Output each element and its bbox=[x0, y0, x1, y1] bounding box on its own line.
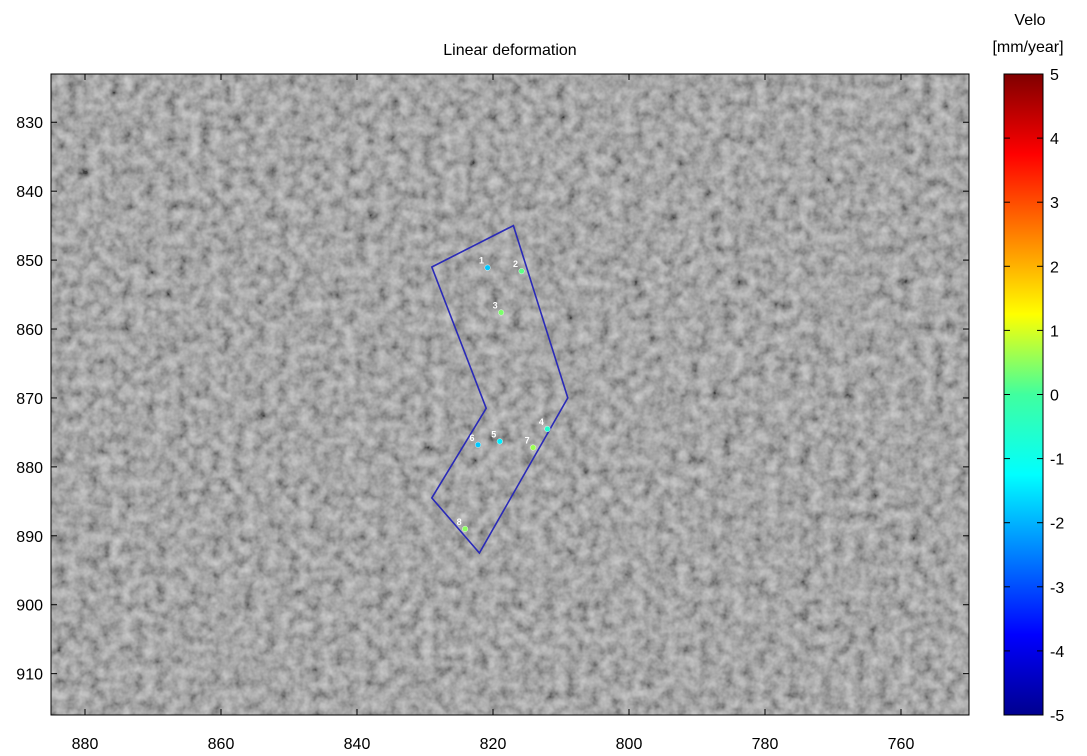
colorbar-tick-label: 4 bbox=[1050, 131, 1059, 148]
x-tick-label: 840 bbox=[344, 736, 371, 753]
x-tick-label: 820 bbox=[480, 736, 507, 753]
colorbar-title-line1: Velo bbox=[1014, 12, 1045, 29]
chart-title: Linear deformation bbox=[443, 42, 576, 59]
y-axis: 830 840 850 860 870 880 890 900 910 bbox=[16, 115, 969, 684]
point-4 bbox=[544, 425, 551, 432]
y-tick-label: 910 bbox=[16, 667, 43, 684]
colorbar-tick-label: -4 bbox=[1050, 644, 1064, 661]
colorbar-tick-label: -5 bbox=[1050, 708, 1064, 725]
x-axis: 880 860 840 820 800 780 760 bbox=[72, 74, 915, 753]
x-tick-label: 760 bbox=[888, 736, 915, 753]
amplitude-image-speckle bbox=[51, 74, 969, 715]
y-tick-label: 850 bbox=[16, 253, 43, 270]
x-tick-label: 780 bbox=[752, 736, 779, 753]
point-label: 4 bbox=[539, 417, 544, 427]
colorbar-title-line2: [mm/year] bbox=[992, 39, 1063, 56]
colorbar bbox=[1003, 73, 1044, 716]
x-tick-label: 880 bbox=[72, 736, 99, 753]
colorbar-tick-label: -1 bbox=[1050, 452, 1064, 469]
point-label: 1 bbox=[479, 256, 484, 266]
y-tick-label: 880 bbox=[16, 460, 43, 477]
x-tick-label: 860 bbox=[208, 736, 235, 753]
colorbar-tick-label: -2 bbox=[1050, 516, 1064, 533]
y-tick-label: 890 bbox=[16, 529, 43, 546]
point-label: 8 bbox=[457, 517, 462, 527]
point-2 bbox=[518, 268, 525, 275]
point-label: 2 bbox=[513, 259, 518, 269]
plot-frame bbox=[50, 73, 970, 716]
y-tick-label: 900 bbox=[16, 598, 43, 615]
colorbar-tick-label: 3 bbox=[1050, 195, 1059, 212]
x-tick-label: 800 bbox=[616, 736, 643, 753]
point-1 bbox=[484, 264, 491, 271]
point-6 bbox=[475, 441, 482, 448]
y-tick-label: 870 bbox=[16, 391, 43, 408]
y-tick-label: 840 bbox=[16, 184, 43, 201]
point-label: 3 bbox=[493, 300, 498, 310]
point-label: 5 bbox=[491, 429, 496, 439]
data-marks: 1 2 3 4 5 6 7 8 bbox=[430, 224, 569, 555]
colorbar-ticks: 5 4 3 2 1 0 -1 -2 -3 -4 -5 bbox=[1004, 67, 1064, 725]
point-3 bbox=[498, 309, 505, 316]
point-5 bbox=[496, 438, 503, 445]
point-8 bbox=[462, 525, 469, 532]
y-tick-label: 860 bbox=[16, 322, 43, 339]
colorbar-tick-label: 5 bbox=[1050, 67, 1059, 84]
colorbar-tick-label: 0 bbox=[1050, 388, 1059, 405]
colorbar-tick-label: 2 bbox=[1050, 259, 1059, 276]
colorbar-tick-label: -3 bbox=[1050, 580, 1064, 597]
y-tick-label: 830 bbox=[16, 115, 43, 132]
study-area-polygon bbox=[430, 224, 569, 555]
plot-area bbox=[51, 74, 969, 715]
colorbar-tick-label: 1 bbox=[1050, 323, 1059, 340]
point-7 bbox=[530, 444, 537, 451]
point-label: 6 bbox=[470, 433, 475, 443]
point-label: 7 bbox=[525, 436, 530, 446]
